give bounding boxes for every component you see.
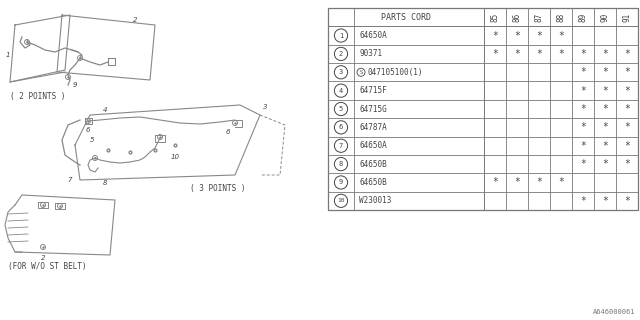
Text: 4: 4 [339, 88, 343, 94]
Text: ( 3 POINTS ): ( 3 POINTS ) [190, 184, 246, 193]
Text: 10: 10 [170, 154, 179, 160]
Text: *: * [558, 49, 564, 59]
Text: 89: 89 [579, 12, 588, 22]
Text: 64715F: 64715F [359, 86, 387, 95]
Text: *: * [602, 49, 608, 59]
Text: S: S [360, 70, 363, 75]
Text: 2: 2 [41, 255, 45, 261]
Text: 64650A: 64650A [359, 141, 387, 150]
Text: *: * [624, 104, 630, 114]
Text: 5: 5 [339, 106, 343, 112]
Text: *: * [492, 49, 498, 59]
Text: 64650B: 64650B [359, 160, 387, 169]
Text: *: * [580, 196, 586, 206]
Text: PARTS CORD: PARTS CORD [381, 13, 431, 22]
Text: 85: 85 [490, 12, 499, 22]
Text: *: * [536, 178, 542, 188]
Text: *: * [492, 30, 498, 41]
Text: *: * [514, 49, 520, 59]
Text: 047105100(1): 047105100(1) [368, 68, 424, 77]
Text: *: * [580, 67, 586, 77]
Text: 5: 5 [90, 137, 94, 143]
Text: 6: 6 [226, 129, 230, 135]
Text: *: * [602, 104, 608, 114]
Text: *: * [602, 67, 608, 77]
Text: (FOR W/O ST BELT): (FOR W/O ST BELT) [8, 262, 86, 271]
Text: 1: 1 [6, 52, 10, 58]
Text: 4: 4 [103, 107, 108, 113]
Text: *: * [624, 49, 630, 59]
Text: 6: 6 [86, 127, 90, 133]
Text: 3: 3 [339, 69, 343, 75]
Text: 2: 2 [132, 17, 137, 23]
Text: 9: 9 [73, 82, 77, 88]
Text: *: * [580, 86, 586, 96]
Text: 64787A: 64787A [359, 123, 387, 132]
Text: *: * [558, 30, 564, 41]
Text: *: * [602, 196, 608, 206]
Bar [328, 8, 638, 210]
Text: *: * [602, 122, 608, 132]
Text: *: * [514, 30, 520, 41]
Text: *: * [624, 122, 630, 132]
Text: 8: 8 [339, 161, 343, 167]
Text: 90: 90 [600, 12, 609, 22]
Text: *: * [580, 49, 586, 59]
Text: 86: 86 [513, 12, 522, 22]
Text: *: * [624, 67, 630, 77]
Text: W230013: W230013 [359, 196, 392, 205]
Text: *: * [580, 104, 586, 114]
Text: 6: 6 [339, 124, 343, 130]
Text: A646000061: A646000061 [593, 309, 635, 315]
Text: 64650B: 64650B [359, 178, 387, 187]
Text: *: * [624, 141, 630, 151]
Text: *: * [580, 141, 586, 151]
Text: 9: 9 [339, 180, 343, 186]
Text: *: * [514, 178, 520, 188]
Text: 87: 87 [534, 12, 543, 22]
Text: *: * [602, 86, 608, 96]
Text: 10: 10 [337, 198, 345, 203]
Text: ( 2 POINTS ): ( 2 POINTS ) [10, 92, 65, 101]
Text: *: * [624, 159, 630, 169]
Text: *: * [536, 49, 542, 59]
Text: 2: 2 [339, 51, 343, 57]
Text: *: * [602, 141, 608, 151]
Text: 64715G: 64715G [359, 105, 387, 114]
Text: *: * [492, 178, 498, 188]
Text: 3: 3 [263, 104, 268, 110]
Text: *: * [602, 159, 608, 169]
Text: *: * [624, 86, 630, 96]
Text: *: * [580, 122, 586, 132]
Text: 90371: 90371 [359, 49, 382, 59]
Text: 7: 7 [68, 177, 72, 183]
Text: *: * [536, 30, 542, 41]
Text: 88: 88 [557, 12, 566, 22]
Text: 8: 8 [103, 180, 108, 186]
Text: *: * [580, 159, 586, 169]
Text: *: * [558, 178, 564, 188]
Text: 91: 91 [623, 12, 632, 22]
Text: 1: 1 [339, 33, 343, 38]
Text: 64650A: 64650A [359, 31, 387, 40]
Text: 7: 7 [339, 143, 343, 149]
Text: *: * [624, 196, 630, 206]
